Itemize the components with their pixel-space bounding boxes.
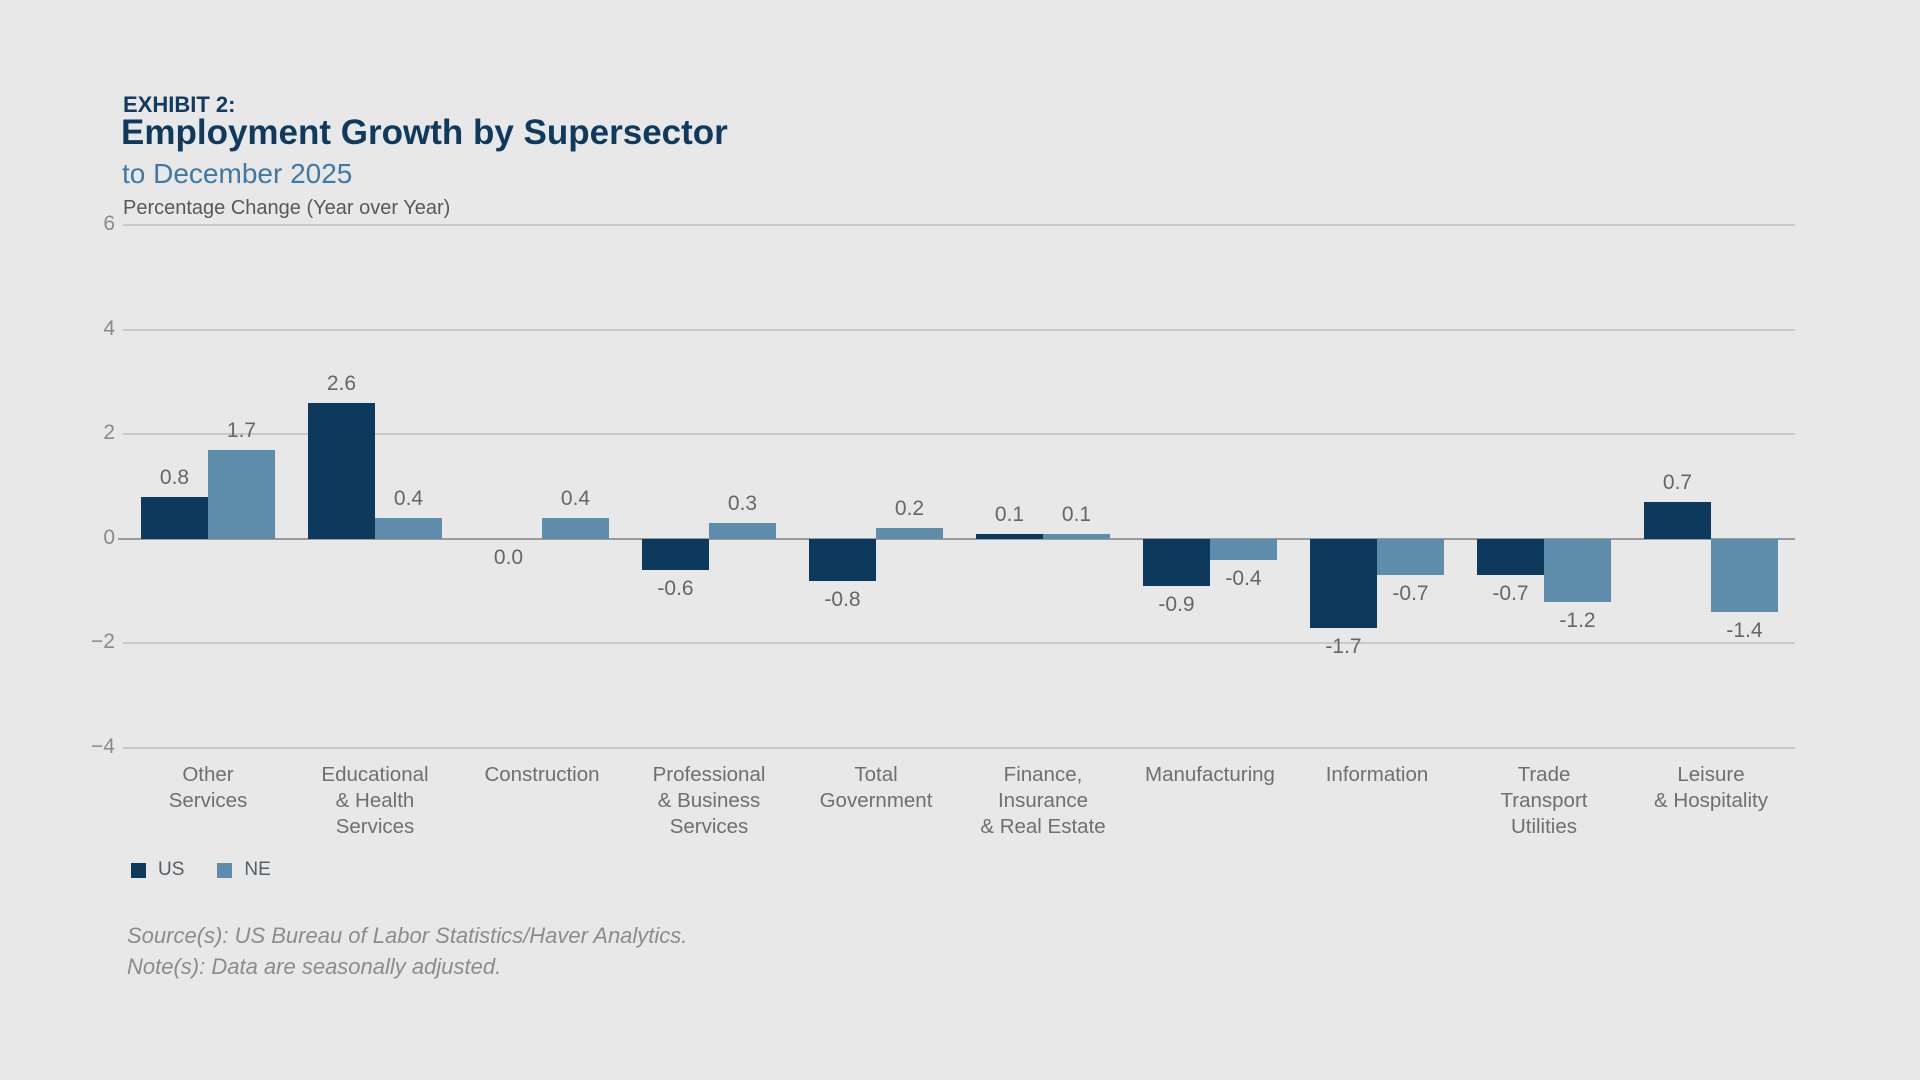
x-category-line: Professional xyxy=(652,763,766,786)
x-category-line: Trade xyxy=(1517,763,1571,786)
bar-ne-group3 xyxy=(542,517,609,539)
value-label-ne-group3: 0.4 xyxy=(560,486,591,510)
bar-ne-group1 xyxy=(208,449,275,539)
value-label-us-group2: 2.6 xyxy=(326,371,357,395)
value-label-ne-group2: 0.4 xyxy=(393,486,424,510)
bar-us-group4 xyxy=(642,538,709,571)
chart-title: Employment Growth by Supersector xyxy=(121,113,728,152)
x-category-label-group5: Total Government xyxy=(781,762,971,814)
note-text: Note(s): Data are seasonally adjusted. xyxy=(127,954,502,979)
bar-us-group7 xyxy=(1143,538,1210,586)
x-category-line: Construction xyxy=(484,763,600,786)
chart-legend: US NE xyxy=(131,859,304,881)
x-category-line: Services xyxy=(335,815,415,838)
bar-us-group10 xyxy=(1644,502,1711,539)
exhibit-label: EXHIBIT 2: xyxy=(123,92,236,117)
value-label-us-group8: -1.7 xyxy=(1325,634,1362,658)
bar-ne-group9 xyxy=(1544,538,1611,602)
x-category-line: Transport xyxy=(1500,789,1588,812)
x-category-line: Manufacturing xyxy=(1145,763,1275,786)
value-label-ne-group4: 0.3 xyxy=(727,492,758,516)
x-category-line: & Hospitality xyxy=(1654,789,1768,812)
x-category-line: & Business xyxy=(657,789,761,812)
legend-label-us: US xyxy=(158,859,185,880)
bar-us-group6 xyxy=(976,533,1043,539)
gridline-y-2 xyxy=(123,642,1795,645)
x-category-label-group2: Educational & Health Services xyxy=(280,762,470,840)
y-tick-label-6: 6 xyxy=(103,212,115,235)
bar-ne-group7 xyxy=(1210,538,1277,560)
bar-ne-group2 xyxy=(375,517,442,539)
bar-us-group9 xyxy=(1477,538,1544,576)
legend-swatch-ne xyxy=(217,862,233,878)
x-category-label-group6: Finance, Insurance & Real Estate xyxy=(948,762,1138,840)
x-category-line: Other xyxy=(182,763,234,786)
x-category-label-group1: Other Services xyxy=(113,762,303,814)
bar-ne-group10 xyxy=(1711,538,1778,613)
value-label-ne-group6: 0.1 xyxy=(1061,502,1092,526)
x-category-line: Services xyxy=(669,815,749,838)
x-category-line: Information xyxy=(1325,763,1429,786)
legend-label-ne: NE xyxy=(244,859,271,880)
x-category-label-group3: Construction xyxy=(447,762,637,788)
x-category-line: & Health xyxy=(335,789,415,812)
bar-ne-group8 xyxy=(1377,538,1444,576)
x-category-label-group4: Professional & Business Services xyxy=(614,762,804,840)
x-category-line: Insurance xyxy=(997,789,1089,812)
bar-ne-group6 xyxy=(1043,533,1110,539)
bar-us-group5 xyxy=(809,538,876,581)
legend-swatch-us xyxy=(131,862,146,878)
value-label-ne-group7: -0.4 xyxy=(1225,566,1262,590)
value-label-us-group9: -0.7 xyxy=(1492,582,1529,606)
x-category-label-group7: Manufacturing xyxy=(1115,762,1305,788)
y-axis-unit-label: Percentage Change (Year over Year) xyxy=(123,197,451,219)
x-category-line: Government xyxy=(819,789,933,812)
gridline-y4 xyxy=(123,328,1795,331)
gridline-y6 xyxy=(123,224,1795,226)
bar-us-group1 xyxy=(141,496,208,539)
value-label-ne-group10: -1.4 xyxy=(1726,619,1763,643)
gridline-y-4 xyxy=(123,747,1795,749)
x-category-line: Utilities xyxy=(1510,815,1578,838)
x-category-label-group10: Leisure & Hospitality xyxy=(1616,762,1806,814)
y-tick-label--4: −4 xyxy=(91,735,115,758)
value-label-ne-group5: 0.2 xyxy=(894,497,925,521)
bar-us-group8 xyxy=(1310,538,1377,628)
x-axis-zero-line xyxy=(118,537,1795,540)
x-category-line: Total xyxy=(854,763,898,786)
value-label-us-group4: -0.6 xyxy=(657,577,694,601)
y-tick-label-4: 4 xyxy=(103,316,115,340)
x-category-line: Finance, xyxy=(1003,763,1083,786)
bar-ne-group4 xyxy=(709,523,776,539)
bar-us-group2 xyxy=(308,402,375,539)
x-category-line: Educational xyxy=(321,763,429,786)
value-label-ne-group8: -0.7 xyxy=(1392,582,1429,606)
value-label-us-group10: 0.7 xyxy=(1662,471,1693,495)
bar-ne-group5 xyxy=(876,528,943,539)
x-category-line: Services xyxy=(168,789,248,812)
value-label-ne-group1: 1.7 xyxy=(226,418,257,442)
value-label-ne-group9: -1.2 xyxy=(1559,608,1596,632)
source-text: Source(s): US Bureau of Labor Statistics… xyxy=(127,923,688,948)
gridline-y2 xyxy=(123,433,1795,436)
chart-subtitle: to December 2025 xyxy=(122,158,353,189)
y-tick-label-0: 0 xyxy=(103,525,115,549)
x-category-label-group9: Trade Transport Utilities xyxy=(1449,762,1639,840)
value-label-us-group5: -0.8 xyxy=(824,587,861,611)
x-category-line: & Real Estate xyxy=(980,815,1106,838)
x-category-label-group8: Information xyxy=(1282,762,1472,788)
x-category-line: Leisure xyxy=(1677,763,1745,786)
y-tick-label-2: 2 xyxy=(103,421,115,445)
value-label-us-group7: -0.9 xyxy=(1158,592,1195,616)
chart-footer: Source(s): US Bureau of Labor Statistics… xyxy=(127,920,687,982)
bar-chart-plot-area: 6 4 2 0 −2 −4 0.8 1.7 Other Services 2.6 0.4 Educati… xyxy=(91,212,1795,838)
value-label-us-group6: 0.1 xyxy=(994,502,1025,526)
value-label-us-group3: 0.0 xyxy=(493,545,524,569)
value-label-us-group1: 0.8 xyxy=(159,465,190,489)
y-tick-label--2: −2 xyxy=(91,630,115,654)
